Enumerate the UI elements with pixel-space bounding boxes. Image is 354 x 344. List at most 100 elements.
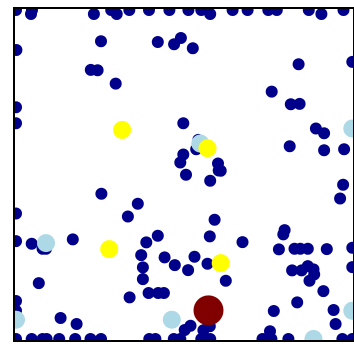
- navy-point: [91, 64, 104, 77]
- navy-point: [180, 168, 192, 181]
- navy-point: [241, 8, 254, 16]
- navy-point: [143, 8, 155, 16]
- navy-point: [69, 333, 82, 341]
- navy-point: [32, 277, 45, 290]
- lightblue-point: [304, 330, 323, 341]
- navy-point: [277, 228, 290, 241]
- navy-point: [337, 178, 350, 191]
- navy-point: [14, 333, 22, 341]
- navy-point: [174, 32, 187, 44]
- navy-point: [95, 187, 108, 200]
- navy-point: [136, 261, 149, 274]
- navy-point: [123, 8, 136, 16]
- navy-point: [14, 295, 22, 307]
- navy-point: [204, 174, 217, 187]
- navy-point: [168, 259, 181, 272]
- navy-point: [301, 242, 314, 255]
- navy-point: [14, 44, 23, 56]
- navy-point: [40, 333, 53, 341]
- lightblue-point: [343, 119, 354, 138]
- scatter-marks: [14, 8, 354, 341]
- navy-point: [66, 233, 79, 246]
- navy-point: [182, 8, 195, 16]
- navy-point: [317, 285, 330, 298]
- lightblue-point: [343, 301, 354, 320]
- navy-point: [174, 156, 187, 169]
- navy-point: [178, 324, 191, 336]
- navy-point: [315, 8, 328, 20]
- navy-point: [270, 8, 283, 16]
- navy-point: [140, 236, 153, 249]
- navy-point: [163, 8, 176, 16]
- lightblue-point: [162, 310, 181, 329]
- navy-point: [283, 140, 296, 153]
- navy-point: [110, 8, 123, 20]
- navy-point: [226, 8, 239, 16]
- navy-point: [25, 333, 38, 341]
- navy-point: [109, 77, 122, 90]
- navy-point: [288, 242, 301, 255]
- plot-frame: [13, 7, 354, 342]
- navy-point: [214, 164, 227, 177]
- lightblue-point: [14, 310, 25, 329]
- navy-point: [25, 237, 38, 250]
- navy-point: [14, 101, 22, 114]
- navy-point: [327, 304, 340, 316]
- navy-point: [318, 127, 331, 140]
- navy-point: [338, 143, 351, 156]
- navy-point: [53, 333, 66, 341]
- navy-point: [293, 97, 306, 110]
- navy-point: [121, 210, 134, 223]
- navy-point: [284, 98, 297, 111]
- darkred-point: [193, 295, 224, 326]
- navy-point: [265, 85, 278, 98]
- lightblue-point: [37, 234, 55, 253]
- navy-point: [182, 264, 195, 277]
- yellow-point: [198, 139, 217, 158]
- navy-point: [95, 333, 107, 341]
- navy-point: [151, 229, 164, 242]
- navy-point: [84, 333, 97, 341]
- navy-point: [346, 261, 354, 274]
- navy-point: [346, 241, 354, 254]
- navy-point: [291, 296, 304, 309]
- navy-point: [320, 243, 333, 256]
- navy-point: [14, 117, 22, 130]
- navy-point: [186, 42, 199, 55]
- navy-point: [151, 36, 164, 48]
- navy-point: [174, 333, 187, 341]
- navy-point: [70, 318, 83, 330]
- navy-point: [201, 257, 214, 270]
- navy-point: [336, 333, 349, 341]
- navy-point: [95, 35, 107, 48]
- navy-point: [334, 192, 347, 205]
- navy-point: [282, 333, 295, 341]
- navy-point: [188, 250, 201, 263]
- navy-point: [204, 8, 217, 20]
- navy-point: [136, 273, 149, 286]
- navy-point: [25, 8, 37, 20]
- navy-point: [272, 243, 285, 256]
- navy-point: [131, 197, 144, 210]
- navy-point: [208, 213, 221, 226]
- navy-point: [302, 8, 315, 16]
- navy-point: [337, 8, 350, 16]
- navy-point: [292, 58, 305, 71]
- yellow-point: [211, 254, 230, 273]
- navy-point: [303, 274, 316, 287]
- navy-point: [177, 117, 190, 130]
- navy-point: [236, 236, 249, 249]
- navy-point: [219, 274, 232, 287]
- navy-point: [135, 249, 148, 262]
- navy-point: [149, 333, 162, 341]
- navy-point: [203, 230, 216, 243]
- navy-point: [14, 207, 22, 220]
- navy-point: [54, 312, 67, 324]
- yellow-point: [100, 240, 119, 259]
- navy-point: [286, 264, 299, 277]
- navy-point: [14, 8, 22, 16]
- navy-point: [123, 291, 136, 304]
- navy-point: [295, 264, 308, 277]
